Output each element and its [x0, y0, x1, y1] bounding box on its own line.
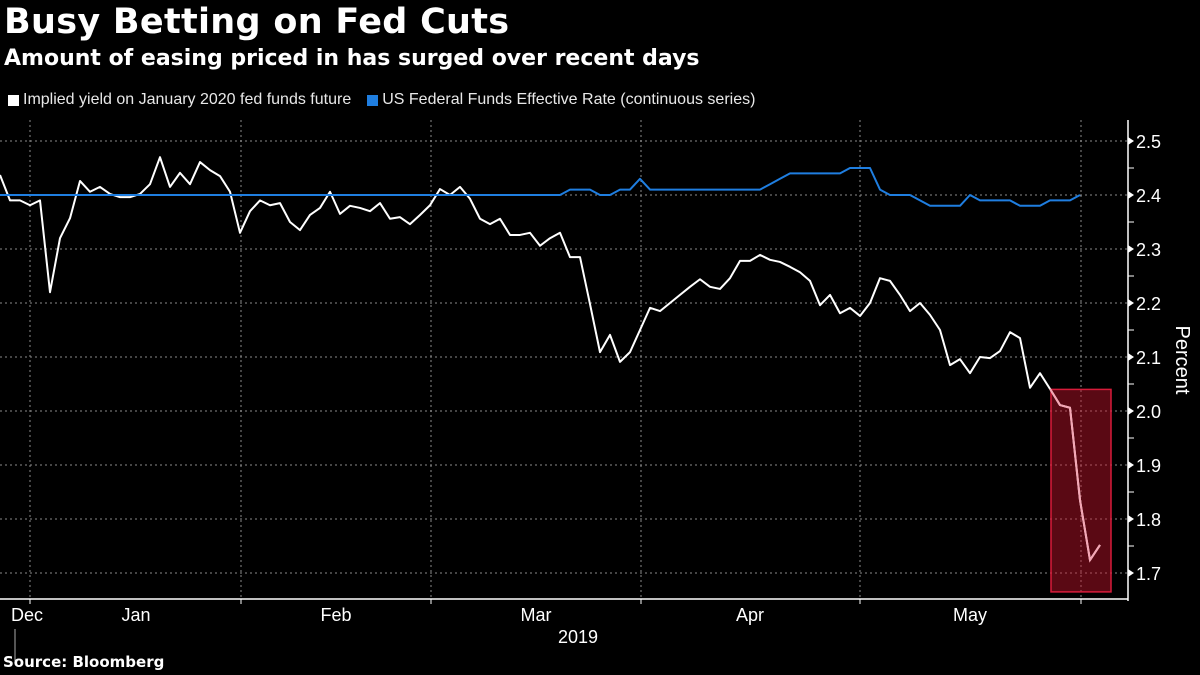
highlighted-segment — [1049, 388, 1101, 563]
x-tick-label: Mar — [521, 605, 552, 625]
y-tick-marker — [1128, 569, 1134, 577]
highlight-layer — [1050, 388, 1112, 593]
x-tick-label: Dec — [11, 605, 43, 625]
y-tick-label: 1.8 — [1136, 510, 1161, 530]
legend-swatch-blue — [367, 94, 379, 106]
y-tick-marker — [1128, 515, 1134, 523]
series-line-fed-funds-future — [0, 156, 1101, 562]
grid — [0, 120, 1128, 599]
series-layer — [0, 156, 1101, 563]
chart-subtitle: Amount of easing priced in has surged ov… — [4, 46, 700, 71]
highlight-box — [1050, 388, 1112, 593]
y-tick-label: 2.3 — [1136, 240, 1161, 260]
labels: 1.7 1.8 1.9 2.0 2.1 2.2 2.3 2.4 2.5 Dec Jan Feb Mar A… — [11, 132, 1193, 647]
axes — [0, 120, 1134, 661]
y-tick-label: 1.7 — [1136, 564, 1161, 584]
x-tick-label: May — [953, 605, 987, 625]
x-tick-label: Apr — [736, 605, 764, 625]
legend-item-effective-rate: US Federal Funds Effective Rate (continu… — [367, 91, 755, 109]
y-tick-marker — [1128, 353, 1134, 361]
x-tick-label: Jan — [121, 605, 150, 625]
x-year-label: 2019 — [558, 627, 598, 647]
y-tick-label: 1.9 — [1136, 456, 1161, 476]
y-tick-marker — [1128, 191, 1134, 199]
y-tick-label: 2.0 — [1136, 402, 1161, 422]
y-tick-label: 2.2 — [1136, 294, 1161, 314]
chart-title: Busy Betting on Fed Cuts — [4, 2, 510, 42]
y-tick-marker — [1128, 245, 1134, 253]
legend-label: Implied yield on January 2020 fed funds … — [23, 91, 352, 108]
y-tick-label: 2.4 — [1136, 186, 1161, 206]
y-tick-label: 2.5 — [1136, 132, 1161, 152]
x-tick-label: Feb — [320, 605, 351, 625]
legend: Implied yield on January 2020 fed funds … — [8, 91, 771, 109]
legend-item-fed-funds-future: Implied yield on January 2020 fed funds … — [8, 91, 351, 109]
series-line-effective-rate — [0, 167, 1081, 207]
legend-label: US Federal Funds Effective Rate (continu… — [382, 91, 756, 108]
y-tick-label: 2.1 — [1136, 348, 1161, 368]
source-note: Source: Bloomberg — [3, 653, 165, 671]
y-tick-marker — [1128, 407, 1134, 415]
y-tick-marker — [1128, 137, 1134, 145]
y-tick-marker — [1128, 299, 1134, 307]
y-axis-title: Percent — [1171, 326, 1193, 395]
y-tick-marker — [1128, 461, 1134, 469]
legend-swatch-white — [8, 94, 19, 106]
